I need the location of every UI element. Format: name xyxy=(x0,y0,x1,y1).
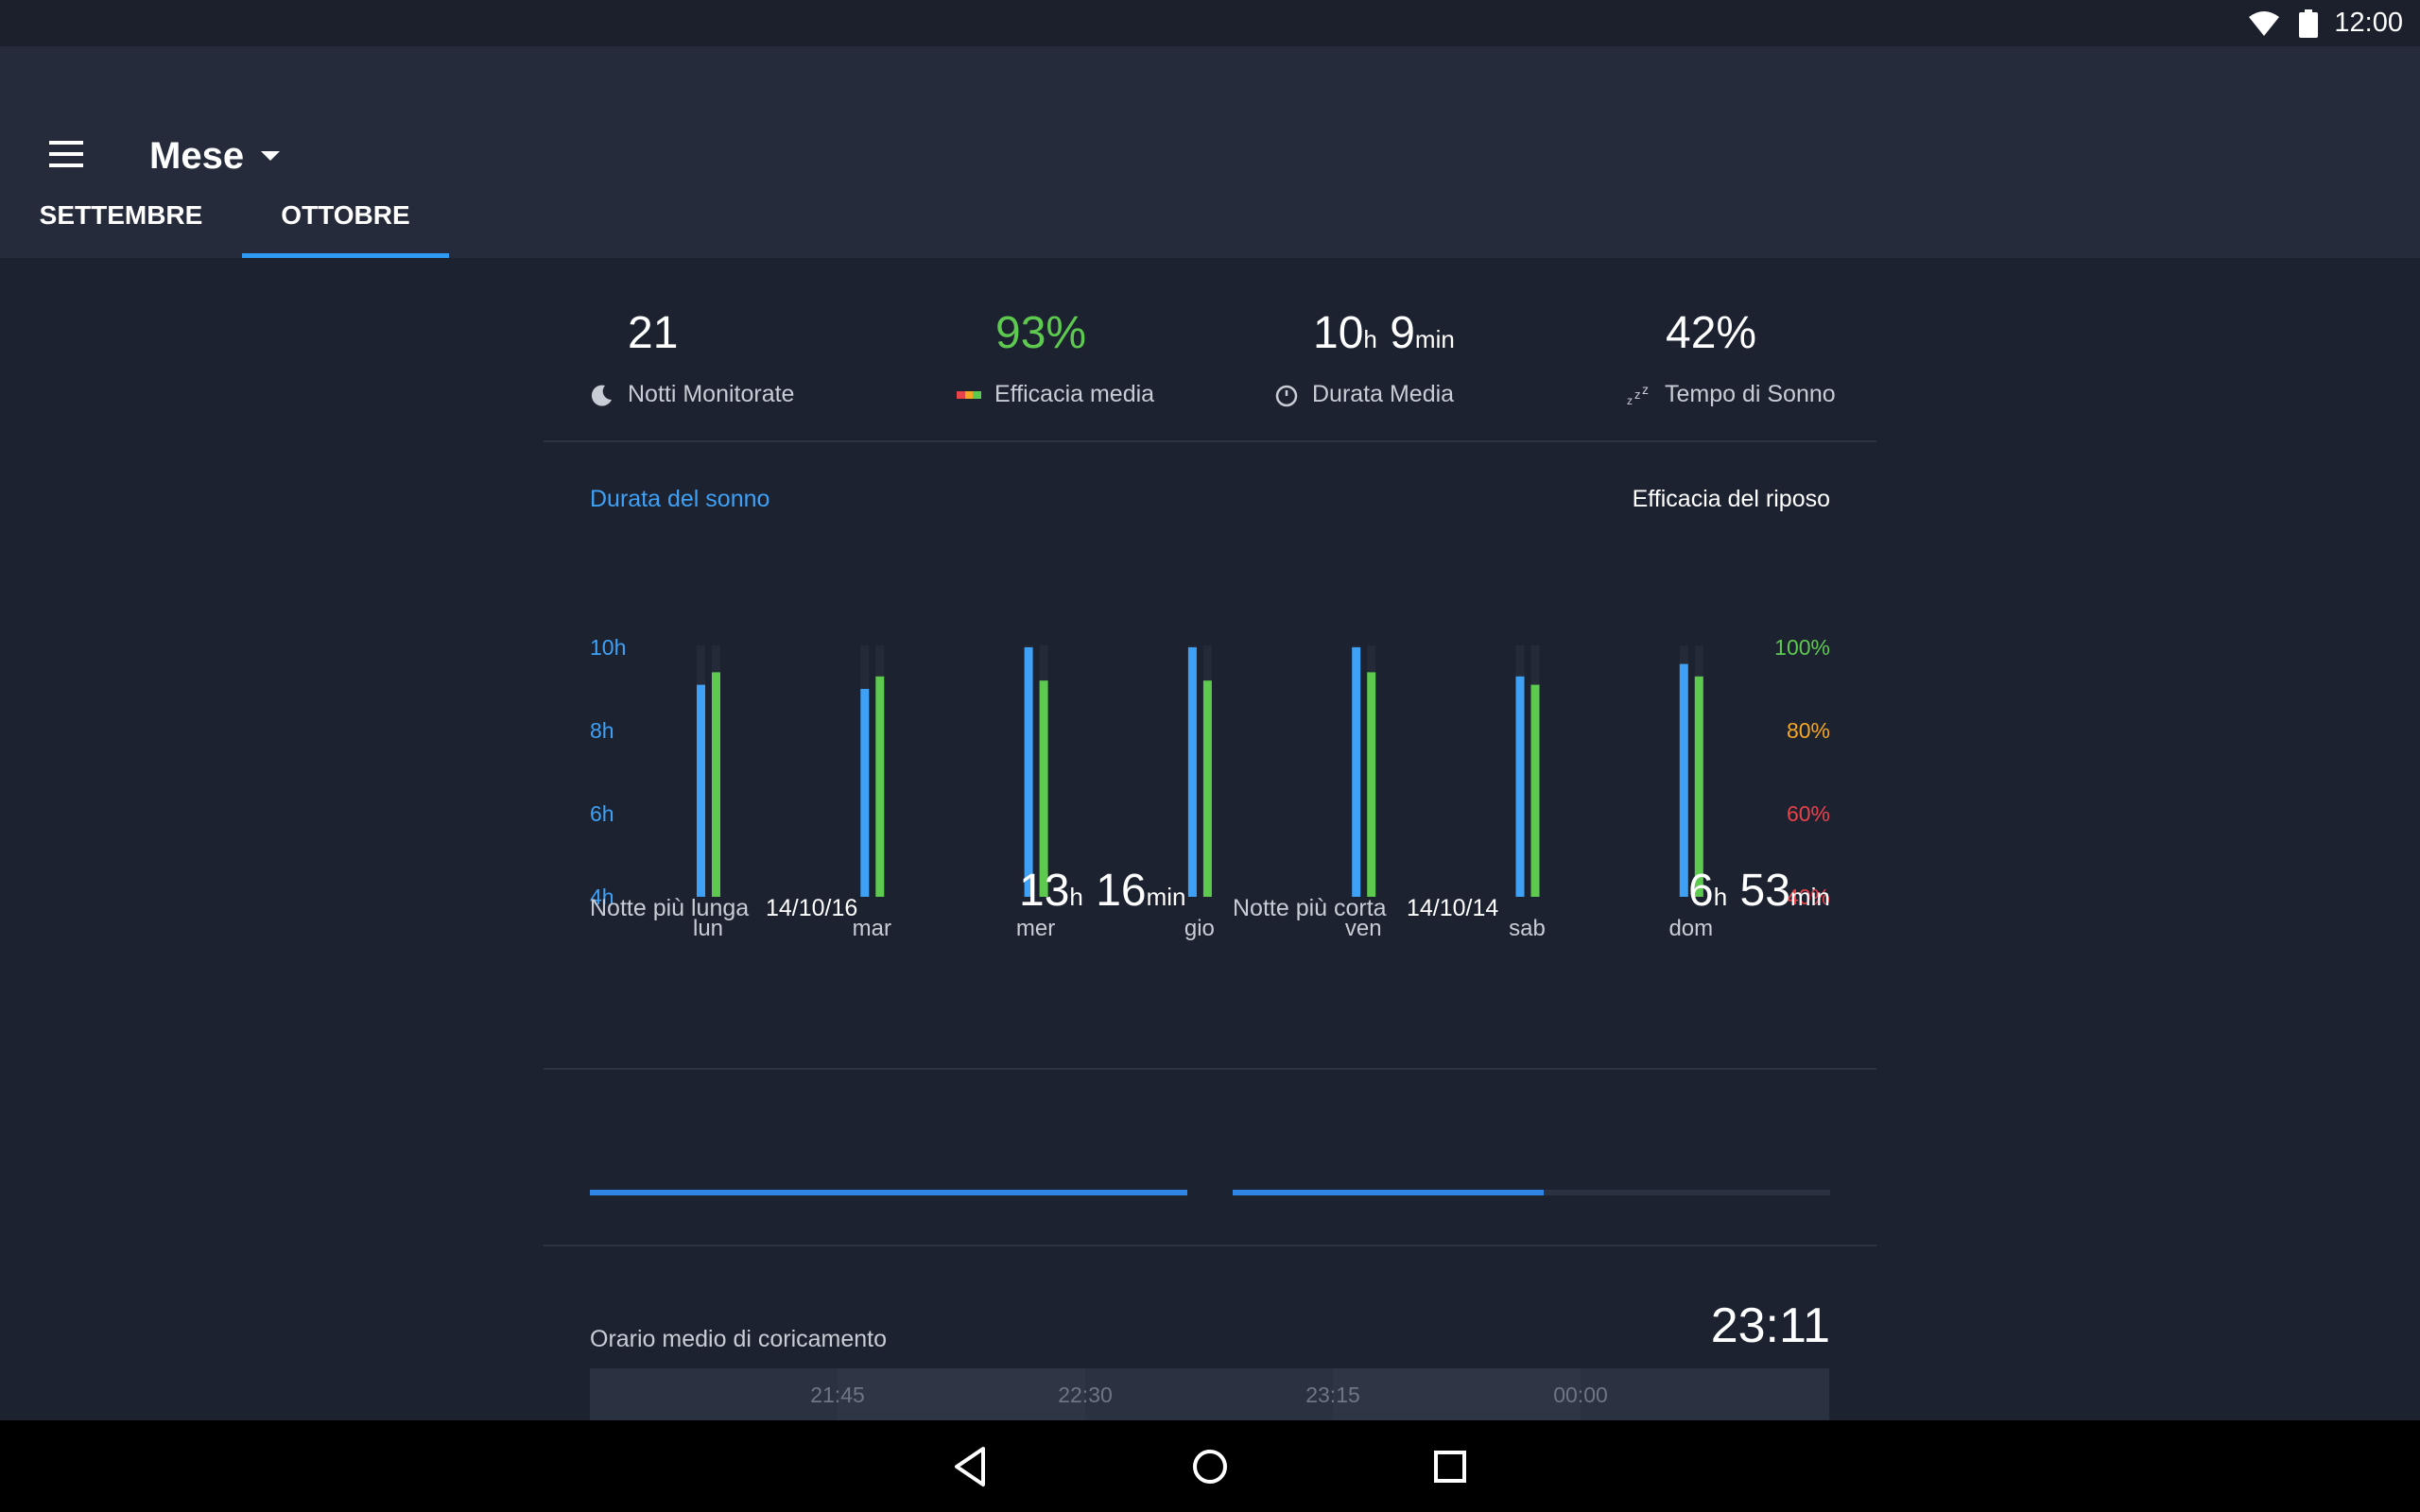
stat-efficiency-label: Efficacia media xyxy=(994,381,1155,407)
rest-efficiency-toggle[interactable]: Efficacia del riposo xyxy=(1632,486,1830,512)
bar-efficiency[interactable] xyxy=(1202,680,1212,897)
category-label: lun xyxy=(693,916,723,941)
category-label: sab xyxy=(1509,916,1546,941)
shortest-night-label: Notte più corta xyxy=(1233,895,1387,921)
bar-duration[interactable] xyxy=(1187,647,1197,897)
caret-down-icon xyxy=(261,151,281,161)
wifi-icon xyxy=(2249,11,2279,36)
recents-icon[interactable] xyxy=(1425,1441,1476,1492)
category-label: gio xyxy=(1184,916,1215,941)
bedtime-label: Orario medio di coricamento xyxy=(590,1326,888,1352)
tab-october[interactable]: OTTOBRE xyxy=(242,184,449,258)
right-axis-tick: 60% xyxy=(1787,801,1830,826)
bar-duration[interactable] xyxy=(1515,676,1525,897)
status-time: 12:00 xyxy=(2334,8,2403,38)
bar-efficiency[interactable] xyxy=(875,676,885,897)
longest-night-bar-fill xyxy=(590,1190,1187,1195)
bar-efficiency[interactable] xyxy=(712,672,720,897)
stat-nights-value: 21 xyxy=(628,308,679,358)
bedtime-tick: 00:00 xyxy=(1553,1383,1608,1407)
bar-efficiency[interactable] xyxy=(1694,676,1703,897)
left-axis-tick: 6h xyxy=(590,801,614,826)
stat-sleep-time-value: 42% xyxy=(1666,308,1757,358)
status-bar: 12:00 xyxy=(0,0,2420,46)
right-axis-tick: 80% xyxy=(1787,718,1830,743)
shortest-night-date: 14/10/14 xyxy=(1407,895,1499,921)
category-label: mer xyxy=(1016,916,1055,941)
app-bar: Mese xyxy=(0,46,2420,258)
home-icon[interactable] xyxy=(1184,1441,1236,1492)
stat-sleep-time-label: Tempo di Sonno xyxy=(1665,381,1836,407)
category-label: mar xyxy=(853,916,891,941)
bar-duration[interactable] xyxy=(697,684,705,897)
bar-duration[interactable] xyxy=(1352,647,1361,897)
shortest-night-bar-fill xyxy=(1233,1190,1544,1195)
stopwatch-icon xyxy=(1275,385,1298,406)
moon-icon xyxy=(591,385,612,406)
shortest-night-value: 6h 53min xyxy=(1688,866,1830,916)
menu-icon[interactable] xyxy=(49,141,87,169)
nav-bar xyxy=(0,1420,2420,1512)
longest-night-bar xyxy=(590,1190,1187,1195)
divider xyxy=(544,1245,1876,1246)
bar-duration[interactable] xyxy=(1024,647,1033,897)
bedtime-value: 23:11 xyxy=(1710,1298,1830,1353)
efficiency-gradient-icon xyxy=(957,390,981,399)
battery-icon xyxy=(2299,9,2318,38)
stat-nights-label: Notti Monitorate xyxy=(628,381,795,407)
bar-efficiency[interactable] xyxy=(1039,680,1048,897)
svg-text:z: z xyxy=(1627,394,1633,406)
period-label: Mese xyxy=(149,134,245,177)
bedtime-tick: 22:30 xyxy=(1058,1383,1113,1407)
longest-night-date: 14/10/16 xyxy=(766,895,858,921)
bedtime-tick: 23:15 xyxy=(1305,1383,1360,1407)
bar-duration[interactable] xyxy=(1679,663,1688,897)
category-label: ven xyxy=(1345,916,1382,941)
right-axis-tick: 100% xyxy=(1774,635,1830,660)
left-axis-tick: 10h xyxy=(590,635,626,660)
period-dropdown[interactable]: Mese xyxy=(149,129,281,182)
stat-duration-value: 10h 9min xyxy=(1313,308,1455,358)
sleep-duration-toggle[interactable]: Durata del sonno xyxy=(590,486,770,512)
bar-efficiency[interactable] xyxy=(1530,684,1540,897)
bar-efficiency[interactable] xyxy=(1367,672,1376,897)
shortest-night-bar xyxy=(1233,1190,1830,1195)
left-axis-tick: 8h xyxy=(590,718,614,743)
divider xyxy=(544,1068,1876,1070)
bedtime-track xyxy=(590,1368,1829,1420)
bedtime-tick: 21:45 xyxy=(810,1383,865,1407)
right-axis-tick: 40% xyxy=(1787,885,1830,909)
back-icon[interactable] xyxy=(945,1441,996,1492)
longest-night-value: 13h 16min xyxy=(1019,866,1186,916)
svg-text:z: z xyxy=(1642,384,1649,397)
longest-night-label: Notte più lunga xyxy=(590,895,750,921)
bar-duration[interactable] xyxy=(860,689,870,897)
left-axis-tick: 4h xyxy=(590,885,614,909)
svg-text:z: z xyxy=(1634,387,1641,402)
stat-efficiency-value: 93% xyxy=(995,308,1087,358)
weekly-chart: 10h 8h 6h 4h 100% 80% 60% 40% lun mar mer gio ven sab… xyxy=(590,635,1830,941)
month-summary: 21 Notti Monitorate 93% Efficacia media … xyxy=(544,258,1876,1420)
category-label: dom xyxy=(1668,916,1713,941)
stat-duration-label: Durata Media xyxy=(1312,381,1455,407)
tab-september[interactable]: SETTEMBRE xyxy=(39,200,203,230)
divider xyxy=(544,440,1876,442)
